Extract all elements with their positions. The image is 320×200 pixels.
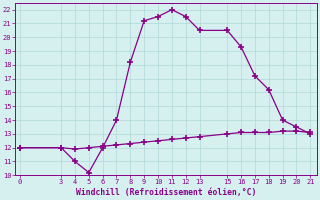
X-axis label: Windchill (Refroidissement éolien,°C): Windchill (Refroidissement éolien,°C) [76,188,257,197]
